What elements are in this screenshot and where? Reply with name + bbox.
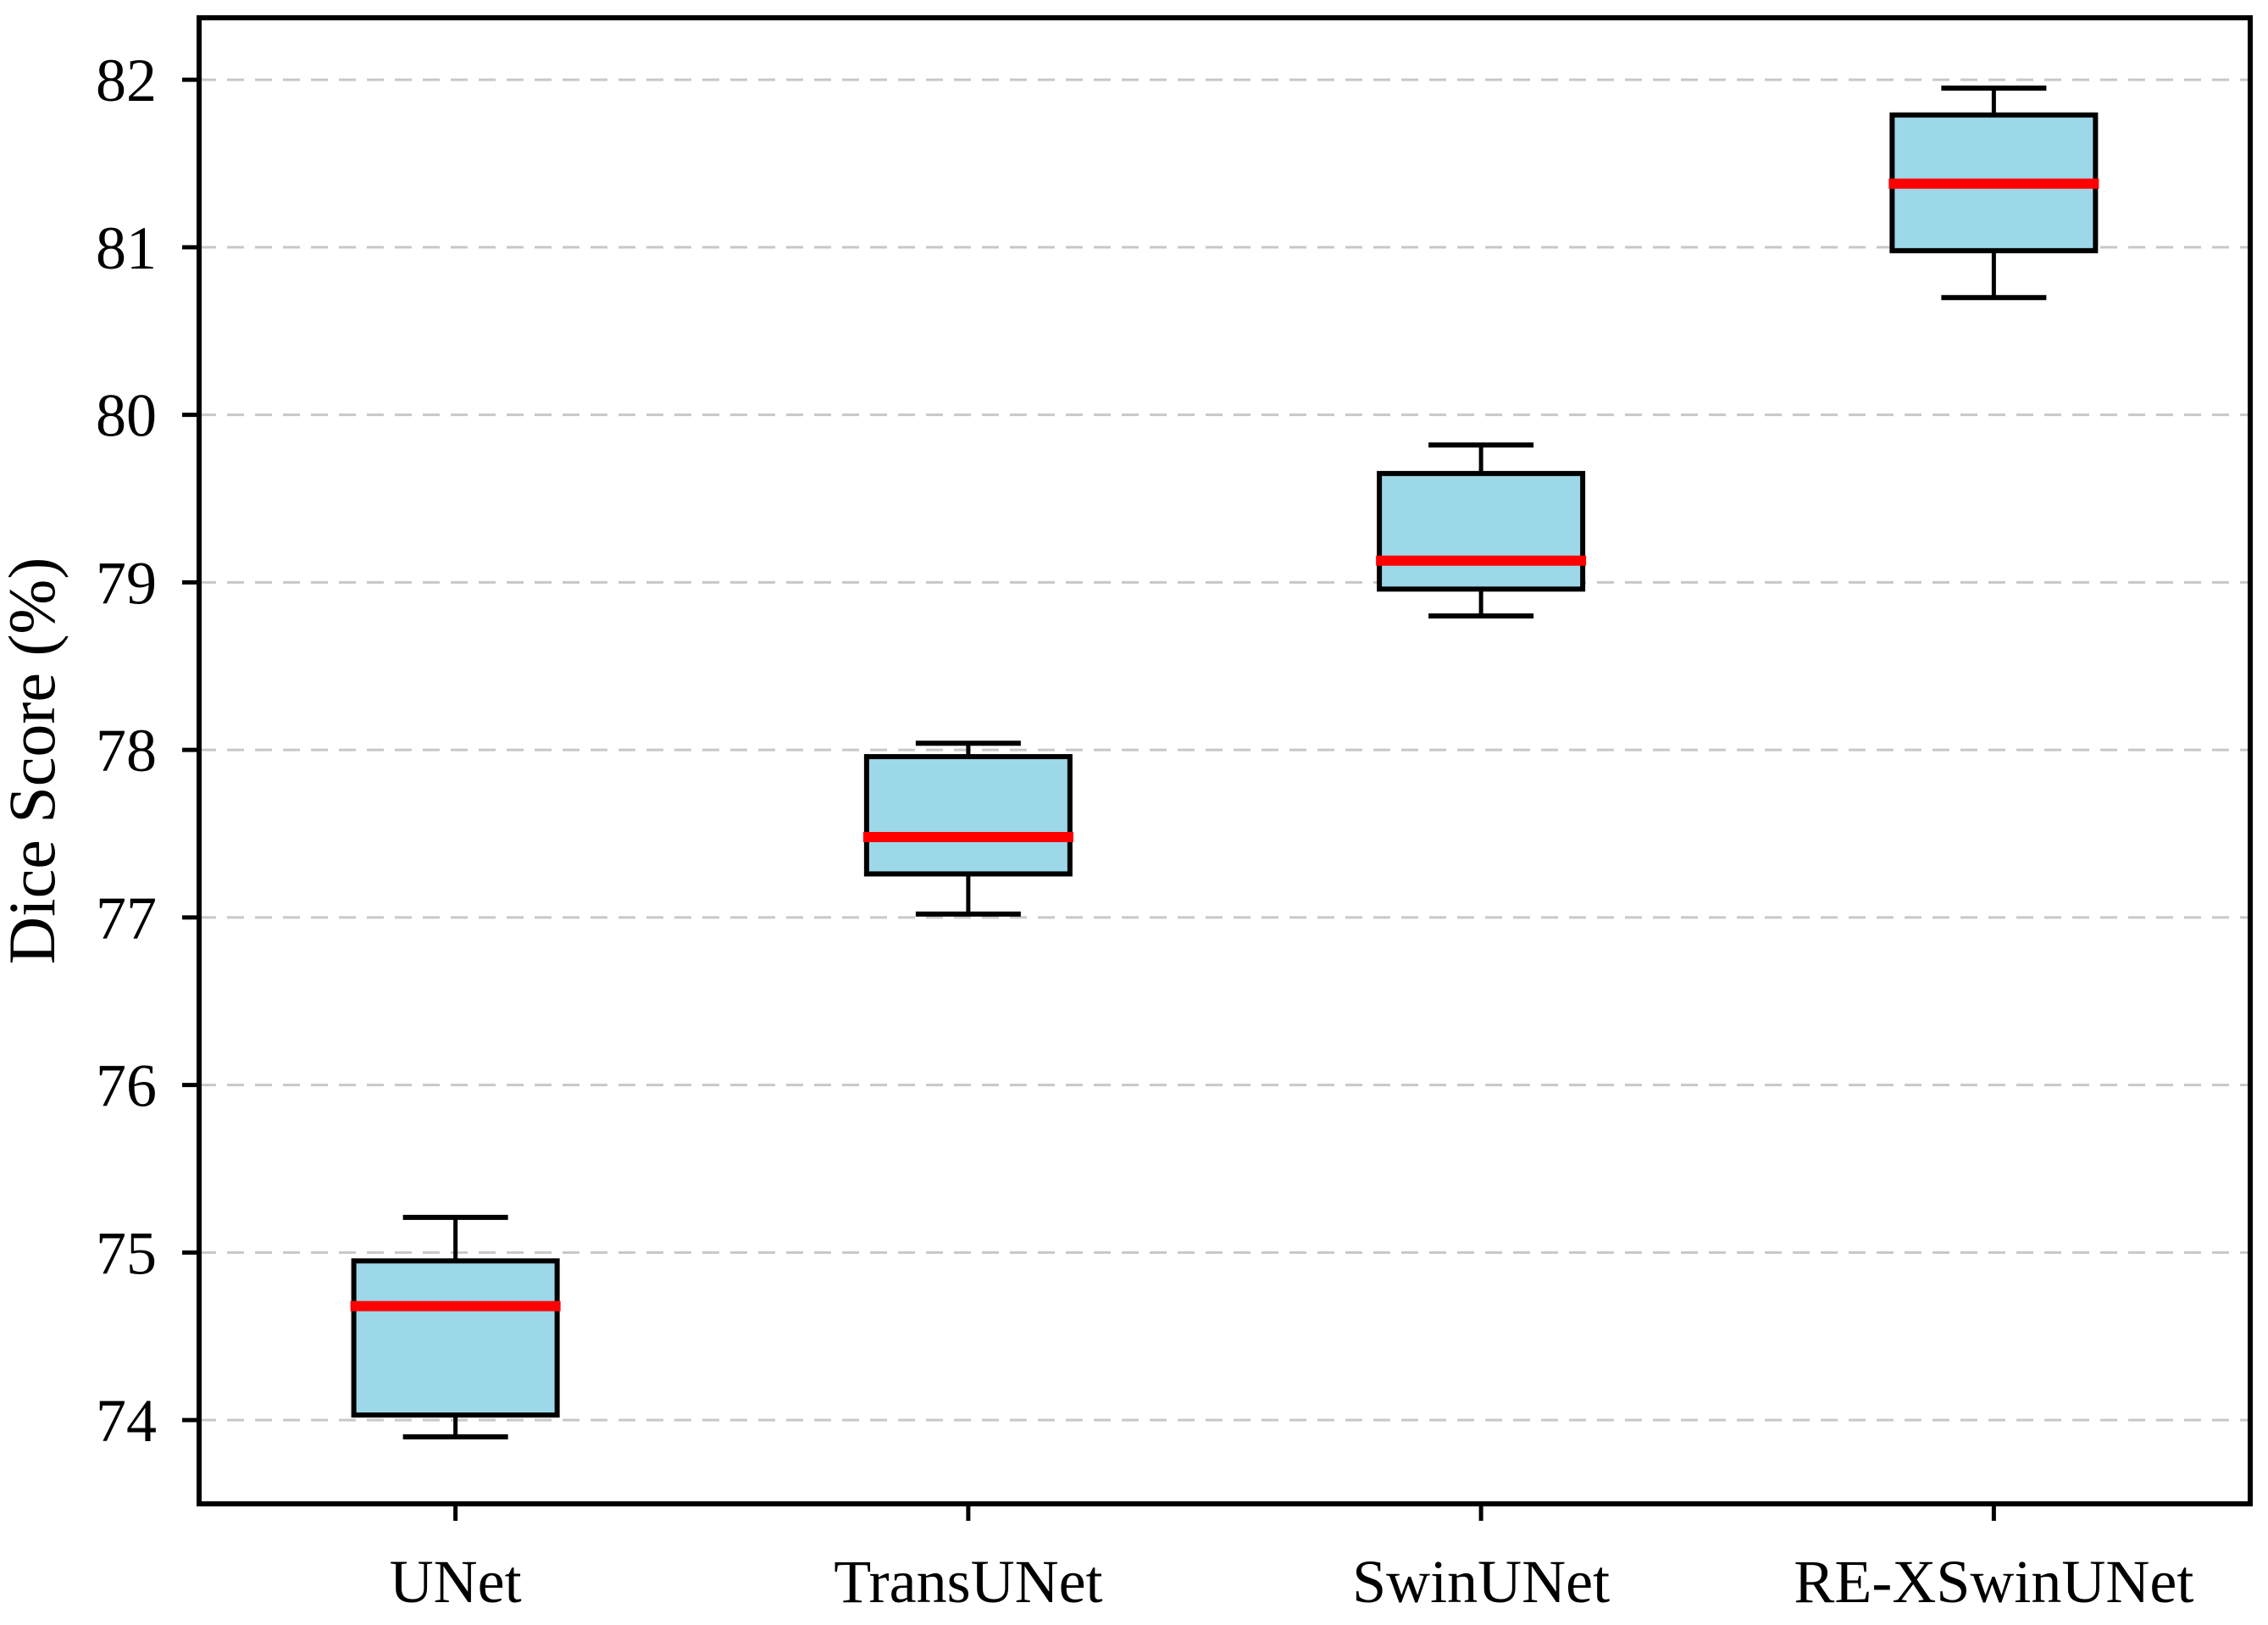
y-tick-label: 82 (96, 47, 157, 114)
y-tick-label: 77 (96, 885, 157, 952)
y-tick-label: 78 (96, 717, 157, 785)
y-tick-label: 75 (96, 1219, 157, 1287)
plot-border (197, 15, 2253, 1506)
y-tick-label: 74 (96, 1387, 157, 1455)
y-tick-label: 79 (96, 549, 157, 617)
y-tick-label: 76 (96, 1052, 157, 1120)
box-TransUNet (863, 754, 1073, 877)
x-tick-label-UNet: UNet (390, 1548, 522, 1616)
x-tick-label-SwinUNet: SwinUNet (1352, 1548, 1610, 1616)
y-tick-label: 80 (96, 382, 157, 450)
x-tick-label-TransUNet: TransUNet (834, 1548, 1102, 1616)
y-tick-label: 81 (96, 214, 157, 282)
box-UNet (351, 1258, 560, 1418)
x-tick-label-RE-XSwinUNet: RE-XSwinUNet (1794, 1548, 2193, 1616)
y-axis-label: Dice Score (%) (0, 557, 69, 965)
box-SwinUNet (1377, 470, 1586, 592)
